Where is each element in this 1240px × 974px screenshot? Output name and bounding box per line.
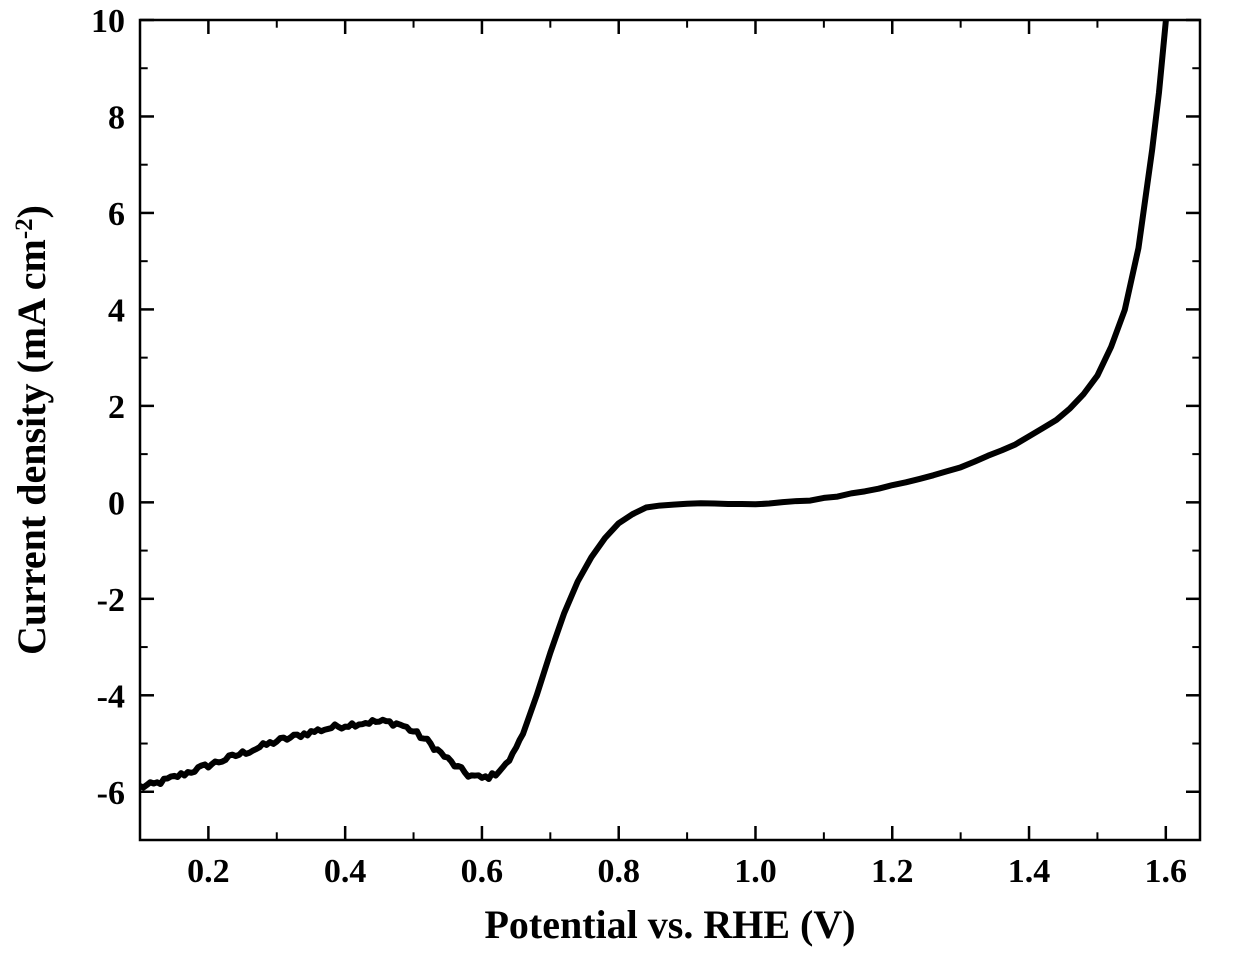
y-tick-label: 8 (108, 99, 125, 136)
x-axis-label: Potential vs. RHE (V) (484, 902, 855, 947)
x-tick-label: 1.4 (1008, 853, 1051, 890)
x-tick-label: 0.2 (187, 853, 230, 890)
x-tick-label: 1.0 (734, 853, 777, 890)
y-tick-label: -6 (97, 775, 125, 812)
x-tick-label: 1.6 (1145, 853, 1188, 890)
chart-container: 0.2 0.4 0.6 0.8 1.0 1.2 1.4 1.6 -6 -4 -2 0 2 4 6 8 10 Pot… (0, 0, 1240, 974)
cv-chart: 0.2 0.4 0.6 0.8 1.0 1.2 1.4 1.6 -6 -4 -2 0 2 4 6 8 10 Pot… (0, 0, 1240, 974)
y-axis-label: Current density (mA cm-2) (9, 205, 54, 655)
x-tick-label: 0.8 (597, 853, 640, 890)
x-tick-label: 0.4 (324, 853, 367, 890)
x-tick-label: 1.2 (871, 853, 914, 890)
y-tick-label: 6 (108, 196, 125, 233)
y-tick-label: 0 (108, 485, 125, 522)
y-tick-label: 2 (108, 389, 125, 426)
y-tick-label: -2 (97, 582, 125, 619)
y-tick-label: -4 (97, 678, 125, 715)
x-tick-label: 0.6 (461, 853, 504, 890)
y-tick-label: 4 (108, 292, 125, 329)
y-tick-label: 10 (91, 3, 125, 40)
